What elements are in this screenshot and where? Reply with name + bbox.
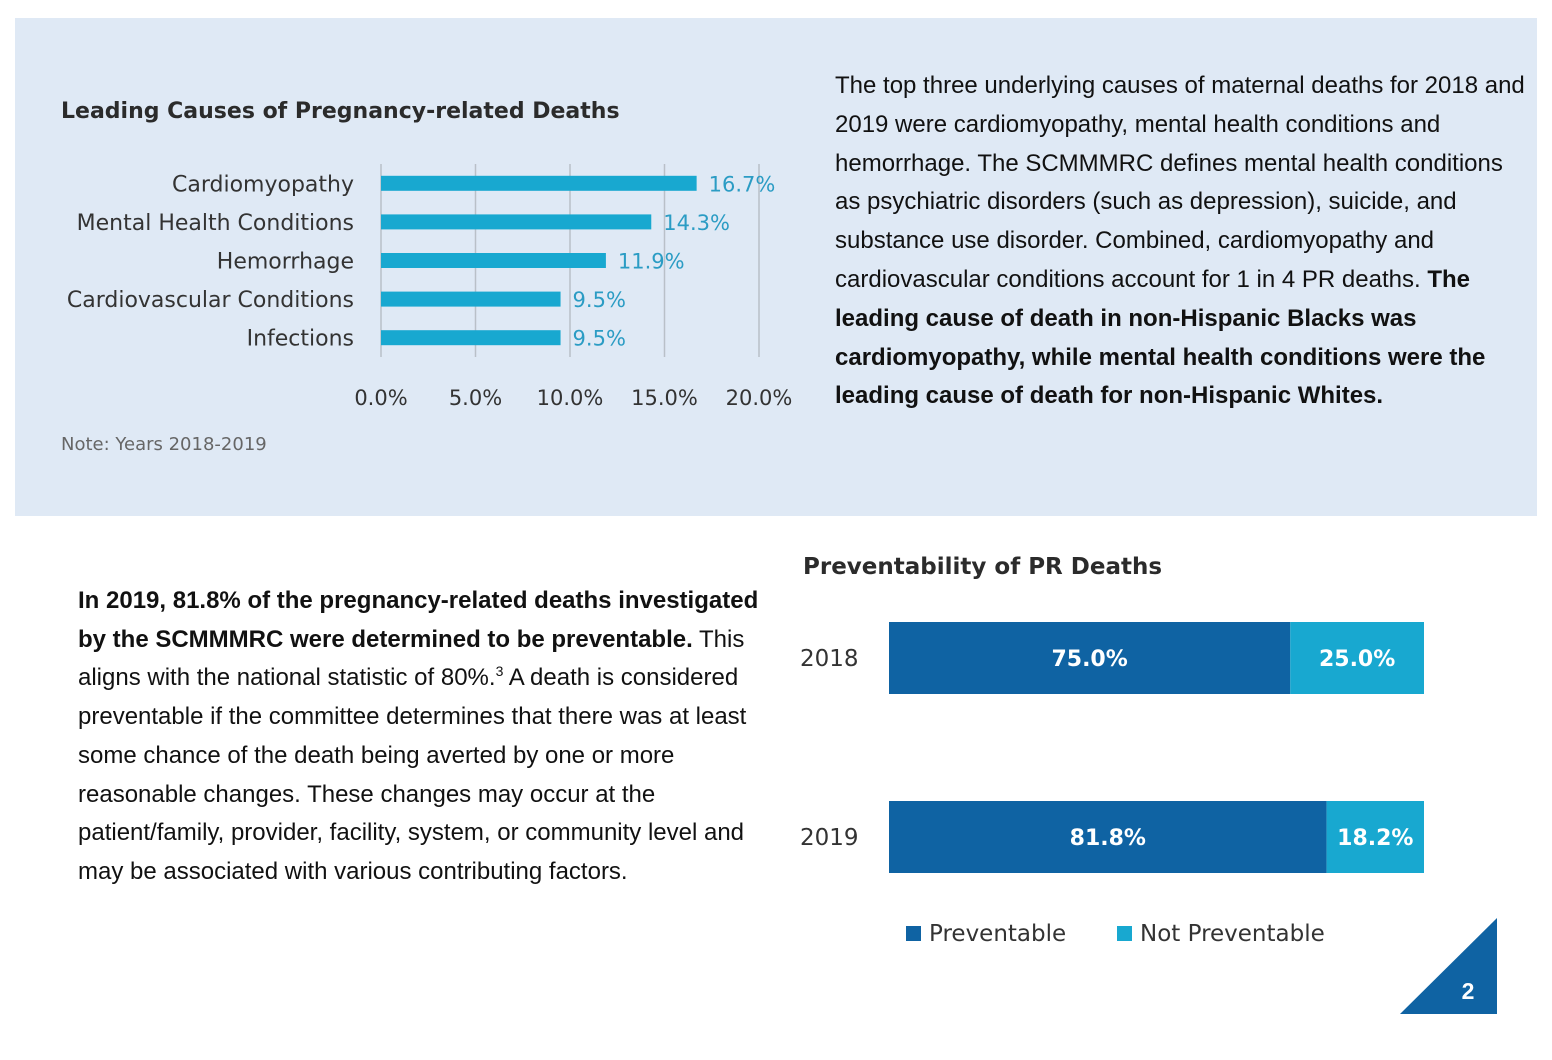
data-label: 11.9% [618, 250, 685, 274]
category-label: 2019 [800, 825, 859, 851]
bar-segment [889, 622, 1291, 694]
category-label: Infections [247, 327, 354, 352]
data-label: 9.5% [573, 327, 626, 351]
legend-swatch [906, 926, 921, 941]
data-label: 14.3% [663, 211, 730, 235]
data-label: 18.2% [1337, 826, 1413, 851]
bar-segment [889, 801, 1327, 873]
x-tick-label: 10.0% [537, 386, 604, 410]
category-label: 2018 [800, 646, 859, 672]
bottom-paragraph-text-1: This aligns with the national statistic … [78, 625, 745, 692]
data-label: 75.0% [1051, 647, 1127, 672]
chart-note: Note: Years 2018-2019 [61, 434, 267, 455]
data-label: 16.7% [709, 172, 776, 196]
chart-title-causes: Leading Causes of Pregnancy-related Deat… [61, 99, 620, 124]
causes-bar-chart: 0.0% 5.0% 10.0% 15.0% 20.0% Cardiomyopathy 16.… [67, 164, 793, 410]
bar-segment [1290, 622, 1424, 694]
category-label: Cardiovascular Conditions [67, 288, 354, 313]
footnote-ref: 3 [495, 663, 504, 680]
category-label: Cardiomyopathy [172, 172, 354, 197]
legend-swatch [1117, 926, 1132, 941]
page-number: 2 [1462, 978, 1475, 1004]
bottom-paragraph: In 2019, 81.8% of the pregnancy-related … [78, 582, 778, 892]
top-panel [15, 18, 1537, 516]
legend-label: Preventable [929, 921, 1066, 947]
bottom-paragraph-bold: In 2019, 81.8% of the pregnancy-related … [78, 587, 759, 653]
chart-title-preventability: Preventability of PR Deaths [803, 554, 1163, 580]
bottom-paragraph-text-2: A death is considered preventable if the… [78, 664, 747, 885]
category-label: Mental Health Conditions [77, 211, 354, 236]
legend-label: Not Preventable [1140, 921, 1325, 947]
data-label: 25.0% [1319, 647, 1395, 672]
x-tick-label: 0.0% [354, 386, 407, 410]
top-paragraph: The top three underlying causes of mater… [835, 67, 1525, 416]
bar [381, 175, 697, 191]
data-label: 9.5% [573, 288, 626, 312]
bar [381, 253, 606, 268]
x-tick-label: 15.0% [631, 386, 698, 410]
category-label: Hemorrhage [217, 250, 354, 275]
data-label: 81.8% [1070, 826, 1146, 851]
preventability-stacked-chart: 2018 75.0% 25.0% 2019 81.8% 18.2% Preventable N… [800, 622, 1424, 947]
top-paragraph-text: The top three underlying causes of mater… [835, 72, 1525, 293]
bar-segment [1326, 801, 1424, 873]
bar [381, 291, 561, 307]
bar [381, 214, 652, 230]
top-paragraph-bold: The leading cause of death in non-Hispan… [835, 265, 1486, 410]
x-tick-label: 20.0% [726, 386, 793, 410]
bar [381, 330, 561, 346]
x-tick-label: 5.0% [449, 386, 502, 410]
